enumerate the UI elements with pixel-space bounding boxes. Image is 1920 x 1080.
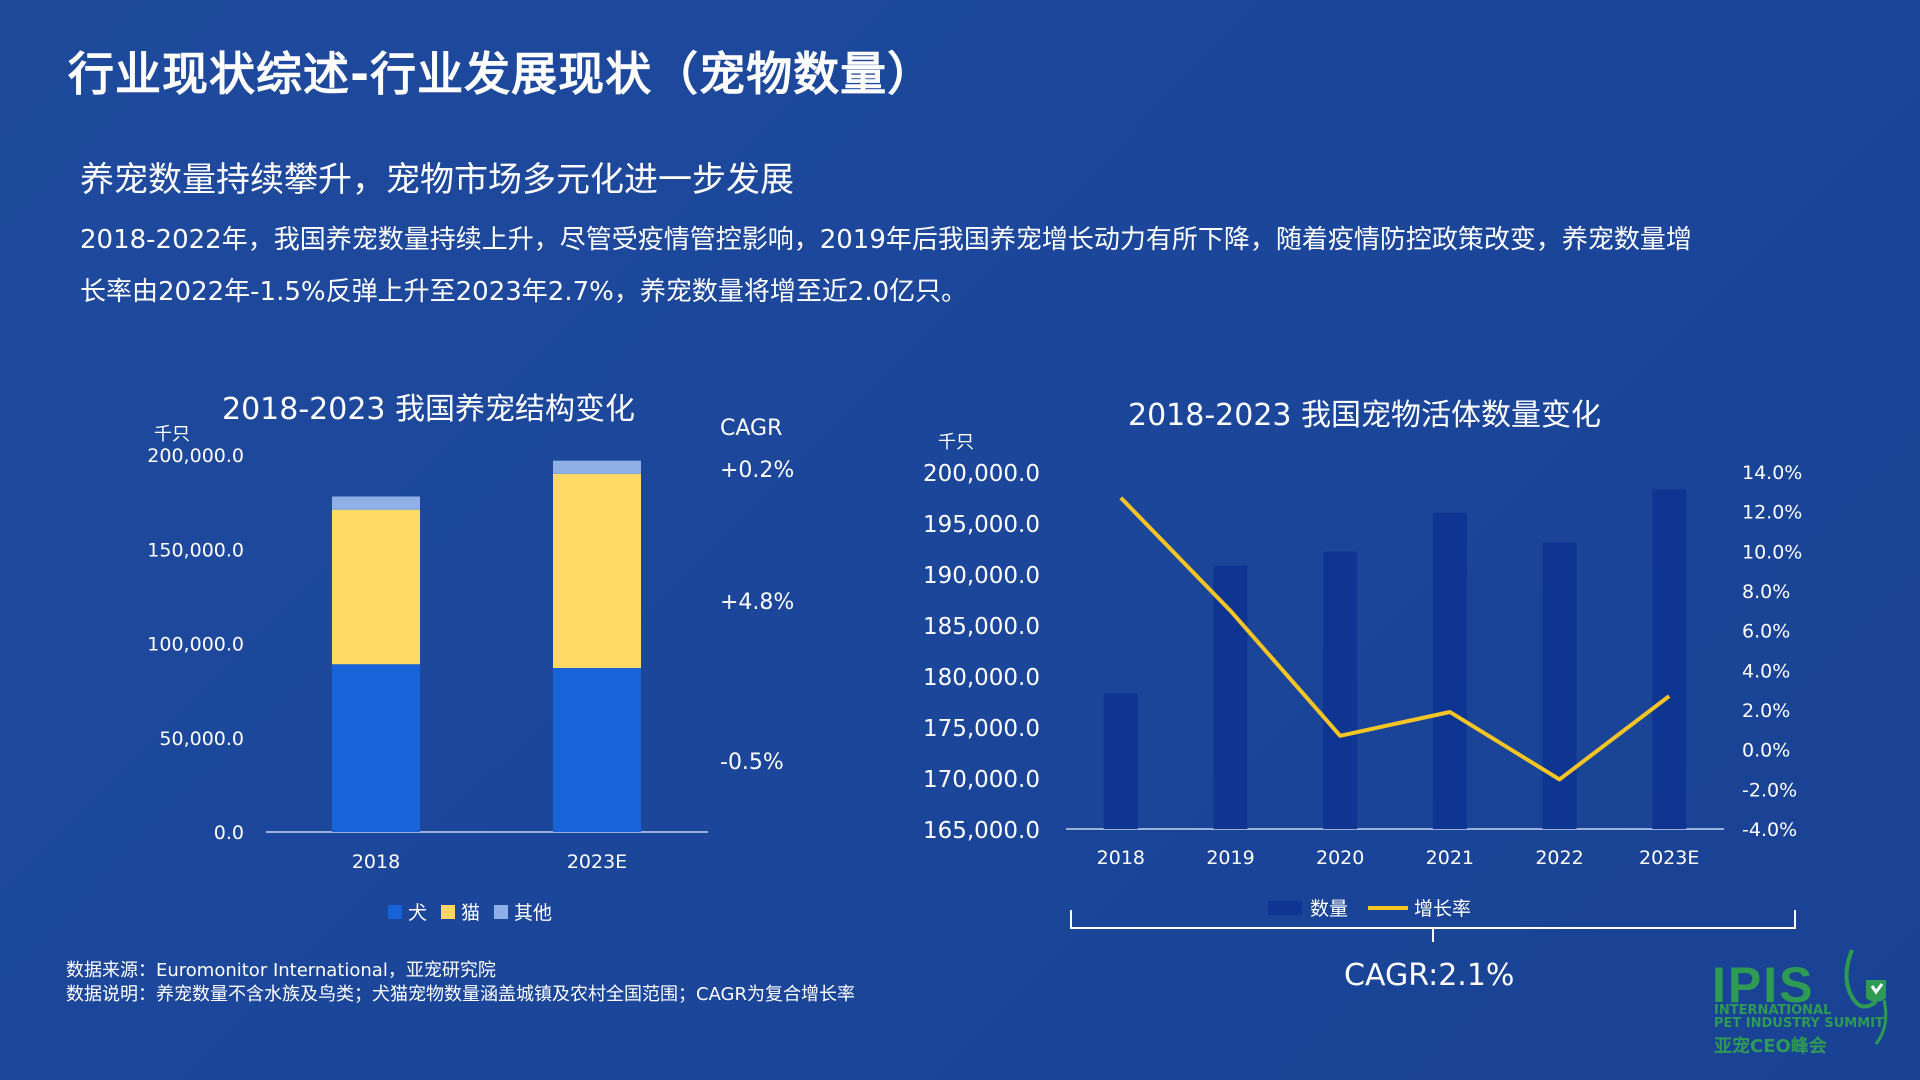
- right-y2-tick-label: 12.0%: [1742, 502, 1802, 524]
- left-chart-unit: 千只: [154, 424, 190, 445]
- legend-item-cat: 猫: [441, 898, 480, 925]
- left-y-tick-label: 50,000.0: [159, 728, 244, 750]
- bar-segment-cat: [332, 509, 420, 665]
- source-note: 数据来源：Euromonitor International，亚宠研究院: [66, 960, 496, 981]
- bar-segment-dog: [553, 668, 641, 832]
- right-y2-tick-label: 4.0%: [1742, 660, 1790, 682]
- summary-line-2: 长率由2022年-1.5%反弹上升至2023年2.7%，养宠数量将增至近2.0亿…: [80, 277, 968, 307]
- legend-label-count: 数量: [1310, 898, 1349, 920]
- summary-paragraph: 2018-2022年，我国养宠数量持续上升，尽管受疫情管控影响，2019年后我国…: [80, 214, 1800, 318]
- right-y-tick-label: 195,000.0: [923, 512, 1040, 538]
- summary-line-1: 2018-2022年，我国养宠数量持续上升，尽管受疫情管控影响，2019年后我国…: [80, 225, 1692, 255]
- legend-item-growth: 增长率: [1368, 894, 1471, 921]
- logo-line-1: INTERNATIONAL: [1714, 1003, 1832, 1018]
- right-y-tick-label: 175,000.0: [923, 716, 1040, 742]
- growth-rate-line: [1119, 496, 1671, 782]
- left-y-tick-label: 100,000.0: [147, 634, 244, 656]
- right-x-tick-label: 2021: [1426, 847, 1474, 869]
- legend-label-dog: 犬: [408, 902, 428, 924]
- count-bar: [1542, 542, 1577, 829]
- page-title: 行业现状综述-行业发展现状（宠物数量）: [68, 47, 935, 101]
- right-y-tick-label: 190,000.0: [923, 563, 1040, 589]
- right-chart-title: 2018-2023 我国宠物活体数量变化: [1128, 398, 1602, 433]
- logo-wordmark: IPIS: [1712, 957, 1815, 1013]
- right-x-tick-label: 2019: [1206, 847, 1254, 869]
- legend-swatch-cat: [441, 904, 456, 919]
- right-y2-tick-label: 6.0%: [1742, 621, 1790, 643]
- legend-swatch-other: [494, 904, 509, 919]
- right-y2-tick-label: -4.0%: [1742, 819, 1797, 841]
- right-y2-tick-label: 0.0%: [1742, 740, 1790, 762]
- right-y2-tick-label: 14.0%: [1742, 462, 1802, 484]
- bar-segment-other: [553, 460, 641, 474]
- count-bar: [1432, 512, 1467, 829]
- left-chart-legend: 犬 猫 其他: [388, 898, 566, 925]
- legend-label-cat: 猫: [461, 902, 481, 924]
- legend-item-count: 数量: [1268, 894, 1348, 921]
- legend-swatch-growth: [1368, 905, 1409, 910]
- right-x-tick-label: 2020: [1316, 847, 1364, 869]
- right-x-tick-label: 2023E: [1639, 847, 1699, 869]
- right-y-tick-label: 185,000.0: [923, 614, 1040, 640]
- right-y-tick-label: 170,000.0: [923, 767, 1040, 793]
- left-y-tick-label: 200,000.0: [147, 445, 244, 467]
- right-chart-unit: 千只: [938, 432, 974, 453]
- left-chart-title: 2018-2023 我国养宠结构变化: [222, 392, 636, 427]
- logo-line-2: PET INDUSTRY SUMMIT: [1714, 1016, 1884, 1031]
- count-bar: [1323, 551, 1358, 829]
- page-subtitle: 养宠数量持续攀升，宠物市场多元化进一步发展: [80, 160, 794, 200]
- legend-item-other: 其他: [494, 898, 552, 925]
- right-y-tick-label: 165,000.0: [923, 818, 1040, 844]
- ipis-logo: IPIS INTERNATIONAL PET INDUSTRY SUMMIT 亚…: [1712, 949, 1892, 1062]
- legend-swatch-count: [1268, 900, 1302, 915]
- left-y-tick-label: 0.0: [214, 822, 244, 844]
- right-y-tick-label: 180,000.0: [923, 665, 1040, 691]
- count-bar: [1103, 693, 1138, 829]
- cagr-other: +0.2%: [720, 458, 795, 483]
- logo-cn: 亚宠CEO峰会: [1714, 1036, 1827, 1057]
- data-note: 数据说明：养宠数量不含水族及鸟类；犬猫宠物数量涵盖城镇及农村全国范围；CAGR为…: [66, 984, 856, 1005]
- bar-segment-cat: [553, 473, 641, 669]
- right-chart-legend: 数量 增长率: [1268, 894, 1485, 921]
- right-y2-tick-label: 2.0%: [1742, 700, 1790, 722]
- count-bar: [1213, 565, 1248, 829]
- right-x-tick-label: 2018: [1097, 847, 1145, 869]
- left-chart-cagr-heading: CAGR: [720, 416, 783, 441]
- cagr-cat: +4.8%: [720, 590, 795, 615]
- left-y-tick-label: 150,000.0: [147, 539, 244, 561]
- right-y2-tick-label: 10.0%: [1742, 541, 1802, 563]
- legend-item-dog: 犬: [388, 898, 427, 925]
- right-y2-tick-label: 8.0%: [1742, 581, 1790, 603]
- legend-label-growth: 增长率: [1414, 898, 1472, 920]
- bar-segment-other: [332, 496, 420, 510]
- logo-pet-icon: [1844, 949, 1888, 1045]
- cagr-total: CAGR:2.1%: [1344, 958, 1515, 993]
- right-y2-tick-label: -2.0%: [1742, 779, 1797, 801]
- left-x-tick-label: 2018: [352, 851, 400, 873]
- cagr-dog: -0.5%: [720, 750, 784, 775]
- bar-segment-dog: [332, 664, 420, 832]
- right-y-tick-label: 200,000.0: [923, 461, 1040, 487]
- legend-label-other: 其他: [514, 902, 553, 924]
- legend-swatch-dog: [388, 904, 402, 919]
- left-x-tick-label: 2023E: [567, 851, 627, 873]
- right-x-tick-label: 2022: [1535, 847, 1583, 869]
- count-bar: [1652, 489, 1687, 829]
